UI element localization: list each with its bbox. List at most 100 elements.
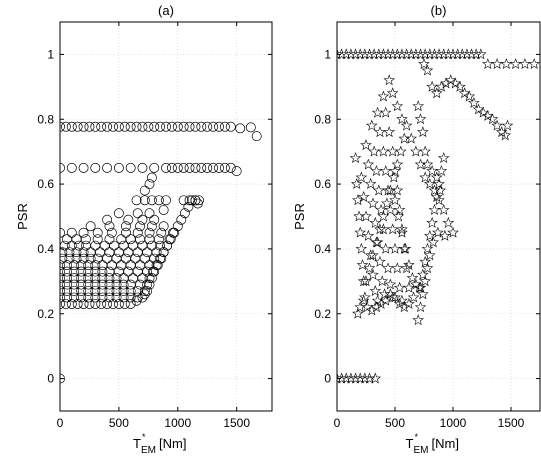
data-point <box>482 109 494 121</box>
data-point <box>396 223 408 235</box>
data-point <box>102 253 113 264</box>
data-point <box>137 292 148 303</box>
data-point <box>118 292 129 303</box>
data-point <box>113 208 124 219</box>
data-point <box>431 87 443 99</box>
data-point <box>419 171 431 183</box>
data-point <box>78 227 89 238</box>
chart-title: (a) <box>158 3 174 18</box>
data-point <box>62 260 73 271</box>
data-point <box>95 247 105 258</box>
data-point <box>83 279 94 290</box>
data-point <box>208 162 219 173</box>
panel-b: 0 500 1000 1500 0 0.2 0.4 0.6 0.8 1 (b) PSR T * EM [Nm… <box>292 3 541 456</box>
data-point <box>360 139 372 151</box>
data-point <box>375 203 387 215</box>
data-point <box>62 234 73 245</box>
data-point <box>384 203 397 215</box>
data-point <box>477 106 489 118</box>
data-point <box>190 162 201 173</box>
data-point <box>97 286 108 297</box>
data-point <box>155 121 166 132</box>
data-point <box>391 262 404 274</box>
data-point <box>418 58 430 70</box>
data-point <box>176 214 187 225</box>
x-axis-label: T * EM [Nm] <box>406 432 459 456</box>
data-point <box>186 195 197 206</box>
data-point <box>78 247 89 258</box>
y-tick-label: 0.2 <box>314 307 331 321</box>
data-point <box>433 194 445 206</box>
data-point <box>349 48 362 60</box>
data-point <box>361 301 373 313</box>
data-point <box>125 121 136 132</box>
data-point <box>405 48 417 60</box>
data-point <box>69 292 80 303</box>
data-point <box>71 247 82 258</box>
data-point <box>357 294 370 306</box>
data-point <box>137 273 148 284</box>
y-tick-label: 0.4 <box>314 242 331 256</box>
data-point <box>90 266 101 277</box>
data-point <box>118 273 129 284</box>
data-point <box>491 119 503 131</box>
data-point <box>451 48 464 60</box>
data-point <box>146 172 157 183</box>
data-point <box>132 292 143 303</box>
data-point <box>377 90 390 102</box>
data-point <box>184 195 195 206</box>
data-point <box>137 121 148 132</box>
data-point <box>178 195 189 206</box>
data-point <box>359 372 371 384</box>
data-point <box>354 372 366 384</box>
data-point <box>357 190 370 202</box>
data-point <box>219 121 230 132</box>
data-point <box>132 266 143 277</box>
data-point <box>90 121 101 132</box>
data-point <box>104 247 115 258</box>
data-point <box>132 286 143 297</box>
data-point <box>97 279 108 290</box>
data-point <box>384 278 397 290</box>
data-point <box>64 247 75 258</box>
data-point <box>470 48 482 60</box>
data-point <box>155 240 166 251</box>
data-point <box>69 273 80 284</box>
data-point <box>355 242 368 254</box>
data-point <box>373 48 385 60</box>
data-point <box>184 162 195 173</box>
data-point <box>162 240 173 251</box>
data-point <box>465 48 478 60</box>
data-point <box>90 240 101 251</box>
data-point <box>148 266 158 277</box>
data-point <box>128 273 138 284</box>
data-point <box>90 292 101 303</box>
data-point <box>417 126 429 138</box>
data-point <box>158 247 169 258</box>
data-point <box>388 171 400 183</box>
data-point <box>146 240 157 251</box>
y-tick-label: 0 <box>324 372 331 386</box>
data-point <box>80 234 91 245</box>
data-point <box>146 195 157 206</box>
data-point <box>437 152 450 164</box>
data-point <box>108 121 118 132</box>
data-point <box>382 48 394 60</box>
data-point <box>461 48 473 60</box>
data-point <box>435 80 448 92</box>
x-label-unit: [Nm] <box>432 436 459 451</box>
data-point <box>403 259 415 271</box>
data-point <box>113 299 124 309</box>
x-label-sub: EM <box>414 445 429 456</box>
data-point <box>125 299 136 309</box>
data-point <box>337 372 348 384</box>
data-point <box>102 121 113 132</box>
data-point <box>363 262 376 274</box>
data-point <box>123 247 134 258</box>
data-point <box>424 178 436 189</box>
data-point <box>410 48 422 60</box>
y-axis-label: PSR <box>15 203 30 230</box>
data-point <box>231 166 242 177</box>
data-point <box>354 48 366 60</box>
data-point <box>369 285 382 296</box>
